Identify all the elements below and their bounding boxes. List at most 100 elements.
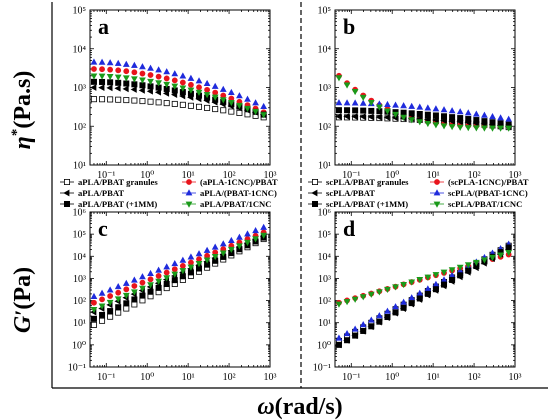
data-point [252,108,259,116]
data-point [147,288,154,295]
data-point [432,116,439,124]
data-point [106,74,114,81]
data-point [211,253,219,261]
data-point [147,98,154,105]
data-point [195,77,203,84]
data-point [236,92,243,99]
data-point [335,341,342,348]
data-point [99,311,106,318]
data-point [400,298,407,305]
data-point [228,108,235,115]
x-tick-label: 10⁻¹ [97,170,115,181]
data-point [433,201,441,208]
data-point [179,85,187,92]
data-point [505,125,513,132]
y-tick-label: 10⁻¹ [68,363,86,374]
data-point [367,113,374,121]
data-point [163,269,170,276]
data-point [155,66,162,73]
data-point [122,85,129,93]
data-point [408,102,416,109]
data-point [352,332,359,339]
data-point [114,59,122,66]
data-point [367,316,375,323]
legend-b: scPLA/PBAT granules (scPLA-1CNC)/PBAT scPL… [308,177,529,209]
data-point [392,111,399,118]
data-point [123,305,130,312]
data-point [497,252,504,259]
data-point [433,189,441,196]
series-a-4 [90,58,268,110]
data-point [489,125,496,132]
data-point [115,79,122,86]
data-point [351,99,359,106]
data-point [107,96,114,103]
data-point [227,236,235,244]
legend-item: (aPLA-1CNC)/PBAT [182,177,278,187]
data-point [114,84,121,92]
data-point [154,88,161,96]
data-point [163,263,171,270]
data-point [456,124,464,131]
y-tick-label: 10⁻¹ [313,363,331,374]
data-point [139,292,146,299]
data-point [138,86,145,94]
legend-item: (scPLA-1CNC)/PBAT [430,177,529,187]
data-point [384,108,391,115]
data-point [99,317,106,324]
data-point [335,334,343,341]
data-point [171,266,178,273]
x-tick-label: 10⁰ [385,372,399,383]
data-point [163,68,171,75]
data-point [212,106,219,113]
legend-label: scPLA/PBAT [326,188,375,198]
legend-label: scPLA/PBAT granules [326,177,409,187]
data-point [203,79,211,87]
panel-label-c: c [98,216,108,241]
data-point [187,253,195,260]
data-point [489,112,496,120]
data-point [359,94,367,101]
data-point [441,113,448,120]
data-point [367,291,375,298]
data-point [473,117,480,124]
data-point [90,73,98,80]
data-point [384,307,391,314]
data-point [464,262,472,269]
data-point [408,300,415,307]
data-point [432,105,440,112]
data-point [90,321,97,328]
data-point [90,58,98,65]
data-point [489,119,496,126]
data-point [392,101,399,108]
data-point [219,240,227,247]
data-point [195,250,203,257]
data-point [351,113,358,120]
panel-label-b: b [343,14,355,39]
data-point [139,63,146,70]
y-tick-label: 10¹ [318,318,331,329]
x-tick-label: 10⁰ [140,372,154,383]
legend-item: aPLA/(PBAT-1CNC) [182,188,277,198]
x-tick-label: 10¹ [182,372,195,383]
data-point [343,82,351,89]
data-point [106,299,114,307]
data-point [115,67,122,74]
data-point [203,257,211,264]
data-point [260,223,268,230]
y-tick-label: 10³ [73,274,86,285]
data-point [163,81,171,89]
data-point [408,279,416,286]
chart-panel-d: 10⁻¹ 10⁰ 10¹ 10² 10³ 10⁻¹ 10⁰ 10¹ 10² 10³ 10⁴ 10⁵ 10… [313,208,522,384]
data-point [457,115,464,122]
data-point [505,115,513,122]
data-point [464,125,472,132]
data-point [311,189,318,197]
data-point [424,116,431,123]
data-point [187,102,194,109]
data-point [147,64,154,71]
x-tick-label: 10⁻¹ [97,372,115,383]
data-point [211,82,219,89]
data-point [384,100,391,108]
y-tick-label: 10² [318,122,331,133]
